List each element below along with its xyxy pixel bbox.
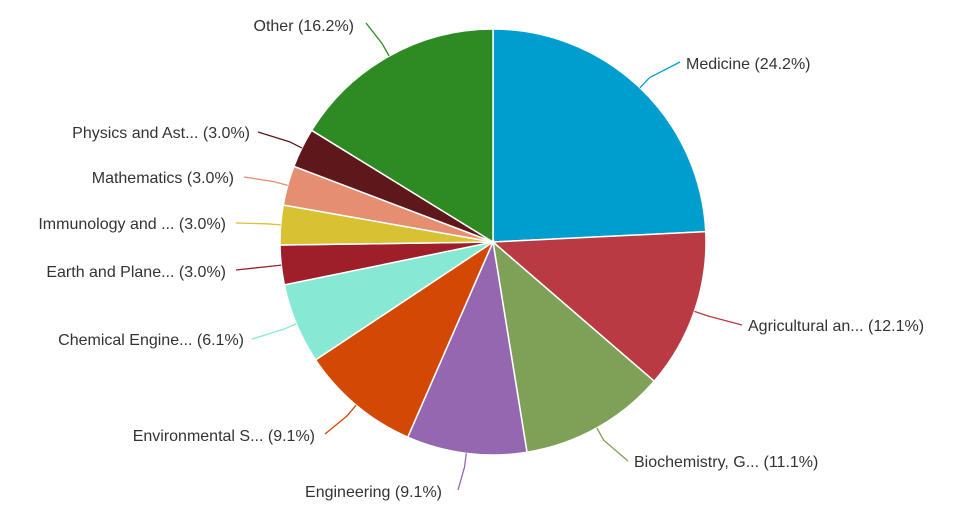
- slice-label: Agricultural an... (12.1%): [748, 318, 924, 335]
- slice-label: Chemical Engine... (6.1%): [58, 332, 244, 349]
- leader-line: [694, 310, 743, 326]
- leader-line: [235, 222, 281, 226]
- pie-slice[interactable]: [314, 239, 495, 439]
- leader-lines: [235, 22, 743, 491]
- leader-line: [639, 61, 681, 89]
- leader-line: [251, 323, 297, 340]
- slice-label: Mathematics (3.0%): [92, 170, 234, 187]
- leader-line: [457, 453, 467, 491]
- slice-labels: Medicine (24.2%) Agricultural an... (12.1…: [38, 18, 924, 501]
- leader-line: [243, 176, 288, 187]
- slice-label: Earth and Plane... (3.0%): [46, 264, 226, 281]
- pie-slice[interactable]: [491, 230, 707, 383]
- slice-label: Environmental S... (9.1%): [133, 428, 315, 445]
- pie-slices: [279, 28, 707, 456]
- slice-label: Other (16.2%): [254, 18, 354, 35]
- pie-slice[interactable]: [492, 28, 707, 243]
- leader-line: [365, 22, 390, 57]
- leader-line: [324, 404, 357, 435]
- leader-line: [596, 427, 629, 462]
- pie-slice[interactable]: [491, 240, 656, 454]
- slice-label: Medicine (24.2%): [686, 56, 811, 73]
- pie-slice[interactable]: [406, 239, 528, 456]
- slice-label: Biochemistry, G... (11.1%): [634, 454, 818, 471]
- slice-label: Physics and Ast... (3.0%): [72, 125, 250, 142]
- slice-label: Immunology and ... (3.0%): [38, 216, 226, 233]
- pie-slice[interactable]: [310, 28, 494, 244]
- leader-line: [257, 131, 303, 149]
- leader-line: [235, 264, 282, 271]
- slice-label: Engineering (9.1%): [305, 484, 442, 501]
